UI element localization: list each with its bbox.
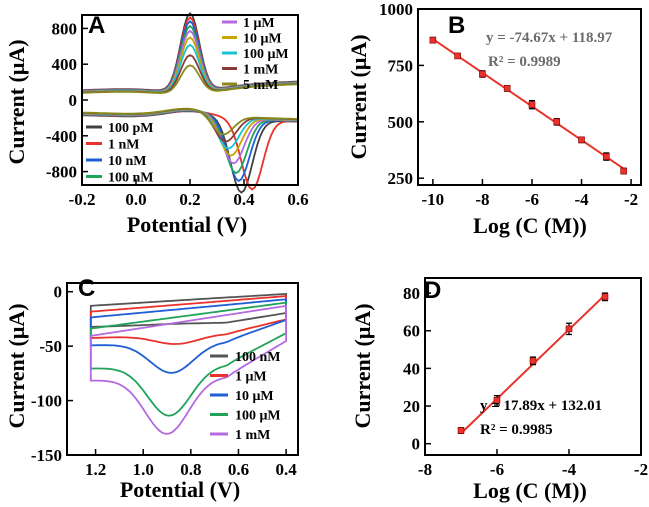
legend-entry: 1 μM bbox=[235, 370, 267, 385]
panel-d-calibration-plot: -8 -6 -4 -2 0 20 40 60 80 bbox=[403, 277, 648, 479]
panel-c-label: C bbox=[78, 275, 95, 302]
panel-d-y-tick-label: 40 bbox=[403, 359, 420, 378]
panel-d-y-axis-label: Current (μA) bbox=[350, 303, 375, 428]
panel-b-frame bbox=[417, 8, 642, 186]
panel-c-frame bbox=[66, 282, 299, 456]
panel-b-x-tick-label: -2 bbox=[624, 190, 638, 209]
panel-d-y-tick-label: 0 bbox=[412, 435, 421, 454]
legend-entry: 1 mM bbox=[235, 428, 270, 443]
panel-c-y-tick-label: -50 bbox=[39, 337, 62, 356]
panel-d-x-tick-label: -2 bbox=[634, 460, 648, 479]
panel-c-x-tick-label: 0.4 bbox=[275, 460, 297, 479]
legend-entry: 100 pM bbox=[108, 121, 154, 136]
panel-b-x-tick-label: -10 bbox=[422, 190, 445, 209]
panel-d-equation: y = 17.89x + 132.01 bbox=[480, 398, 602, 414]
panel-a-y-tick-label: 400 bbox=[52, 55, 78, 74]
legend-entry: 100 nM bbox=[108, 171, 154, 186]
panel-d-data-point bbox=[601, 293, 609, 301]
panel-d-r-squared: R² = 0.9985 bbox=[480, 422, 553, 438]
panel-a-x-tick-label: 0.2 bbox=[179, 190, 200, 209]
panel-d-frame bbox=[424, 277, 642, 456]
legend-entry: 1 μM bbox=[243, 16, 275, 31]
legend-entry: 100 μM bbox=[235, 409, 281, 424]
panel-b-x-axis-label: Log (C (M)) bbox=[473, 213, 587, 238]
panel-b-data-point bbox=[603, 153, 610, 160]
panel-d-data-point bbox=[565, 325, 573, 333]
legend-entry: 100 nM bbox=[235, 350, 281, 365]
panel-c-y-tick-label: -100 bbox=[31, 392, 62, 411]
panel-d-data-point bbox=[457, 427, 465, 434]
panel-b-x-tick-label: -8 bbox=[475, 190, 489, 209]
legend-entry: 5 mM bbox=[243, 78, 278, 93]
panel-a-y-tick-label: -800 bbox=[46, 163, 77, 182]
panel-b-y-tick-label: 250 bbox=[388, 169, 414, 188]
dpv-curve bbox=[89, 298, 287, 374]
panel-b-data-point bbox=[429, 36, 437, 44]
panel-d-y-tick-label: 20 bbox=[403, 397, 420, 416]
panel-b-calibration-plot: -10 -8 -6 -4 -2 250 500 750 1000 bbox=[379, 0, 642, 209]
panel-b-data-point bbox=[620, 167, 627, 175]
panel-b-y-axis-label: Current (μA) bbox=[346, 34, 371, 159]
panel-a-y-tick-label: 0 bbox=[69, 91, 78, 110]
panel-d-x-axis-label: Log (C (M)) bbox=[473, 478, 587, 503]
panel-b-data-point bbox=[454, 52, 461, 60]
panel-b-y-tick-label: 500 bbox=[388, 113, 414, 132]
panel-a-x-tick-label: 0.0 bbox=[125, 190, 146, 209]
legend-entry: 10 μM bbox=[235, 389, 274, 404]
panel-c-y-tick-label: -150 bbox=[31, 446, 62, 465]
panel-d-y-tick-label: 80 bbox=[403, 284, 420, 303]
legend-entry: 1 nM bbox=[108, 138, 140, 153]
panel-d-x-tick-label: -4 bbox=[562, 460, 577, 479]
panel-d-label: D bbox=[424, 277, 441, 304]
panel-b-y-tick-label: 750 bbox=[388, 56, 414, 75]
panel-d-data-point bbox=[529, 357, 537, 365]
panel-b-x-tick-label: -4 bbox=[574, 190, 589, 209]
legend-entry: 1 mM bbox=[243, 63, 278, 78]
panel-c-y-axis-label: Current (μA) bbox=[4, 303, 29, 428]
panel-b-y-tick-label: 1000 bbox=[379, 0, 413, 19]
panel-b-data-point bbox=[553, 118, 561, 126]
panel-d-y-tick-label: 60 bbox=[403, 322, 420, 341]
panel-a-x-tick-label: 0.6 bbox=[287, 190, 308, 209]
panel-a-x-axis-label: Potential (V) bbox=[127, 212, 247, 237]
panel-a-x-tick-label: -0.2 bbox=[69, 190, 96, 209]
legend-entry: 10 nM bbox=[108, 154, 147, 169]
legend-entry: 10 μM bbox=[243, 32, 282, 47]
legend-entry: 100 μM bbox=[243, 47, 289, 62]
panel-c-x-tick-label: 0.6 bbox=[228, 460, 249, 479]
panel-b-data-point bbox=[578, 136, 585, 144]
panel-c-x-tick-label: 0.8 bbox=[180, 460, 201, 479]
panel-d-x-tick-label: -6 bbox=[490, 460, 504, 479]
panel-b-data-point bbox=[503, 85, 511, 92]
dpv-curve bbox=[89, 301, 287, 417]
panel-b-x-tick-label: -6 bbox=[525, 190, 539, 209]
panel-b-label: B bbox=[448, 12, 465, 39]
dpv-curve bbox=[89, 292, 287, 328]
panel-b-r-squared: R² = 0.9989 bbox=[488, 54, 561, 70]
panel-c-x-tick-label: 1.0 bbox=[133, 460, 154, 479]
dpv-curve bbox=[89, 304, 287, 435]
panel-b-fit-line bbox=[432, 38, 625, 170]
panel-b-data-point bbox=[528, 101, 536, 108]
panel-a-y-tick-label: -400 bbox=[46, 127, 77, 146]
panel-c-y-tick-label: 0 bbox=[54, 283, 63, 302]
panel-a-y-axis-label: Current (μA) bbox=[4, 39, 29, 164]
panel-d-x-tick-label: -8 bbox=[418, 460, 432, 479]
panel-b-equation: y = -74.67x + 118.97 bbox=[486, 30, 613, 46]
panel-b-data-point bbox=[479, 70, 486, 78]
panel-a-label: A bbox=[88, 12, 105, 39]
panel-c-x-tick-label: 1.2 bbox=[85, 460, 106, 479]
panel-a-y-tick-label: 800 bbox=[52, 19, 78, 38]
panel-d-data-point bbox=[493, 397, 501, 404]
panel-a-x-tick-label: 0.4 bbox=[233, 190, 255, 209]
panel-c-dpv-plot: 1.2 1.0 0.8 0.6 0.4 0 -50 -100 -150 100 nM 1 μM 10 … bbox=[31, 282, 299, 479]
dpv-curve bbox=[89, 295, 287, 345]
panel-c-x-axis-label: Potential (V) bbox=[120, 477, 240, 502]
